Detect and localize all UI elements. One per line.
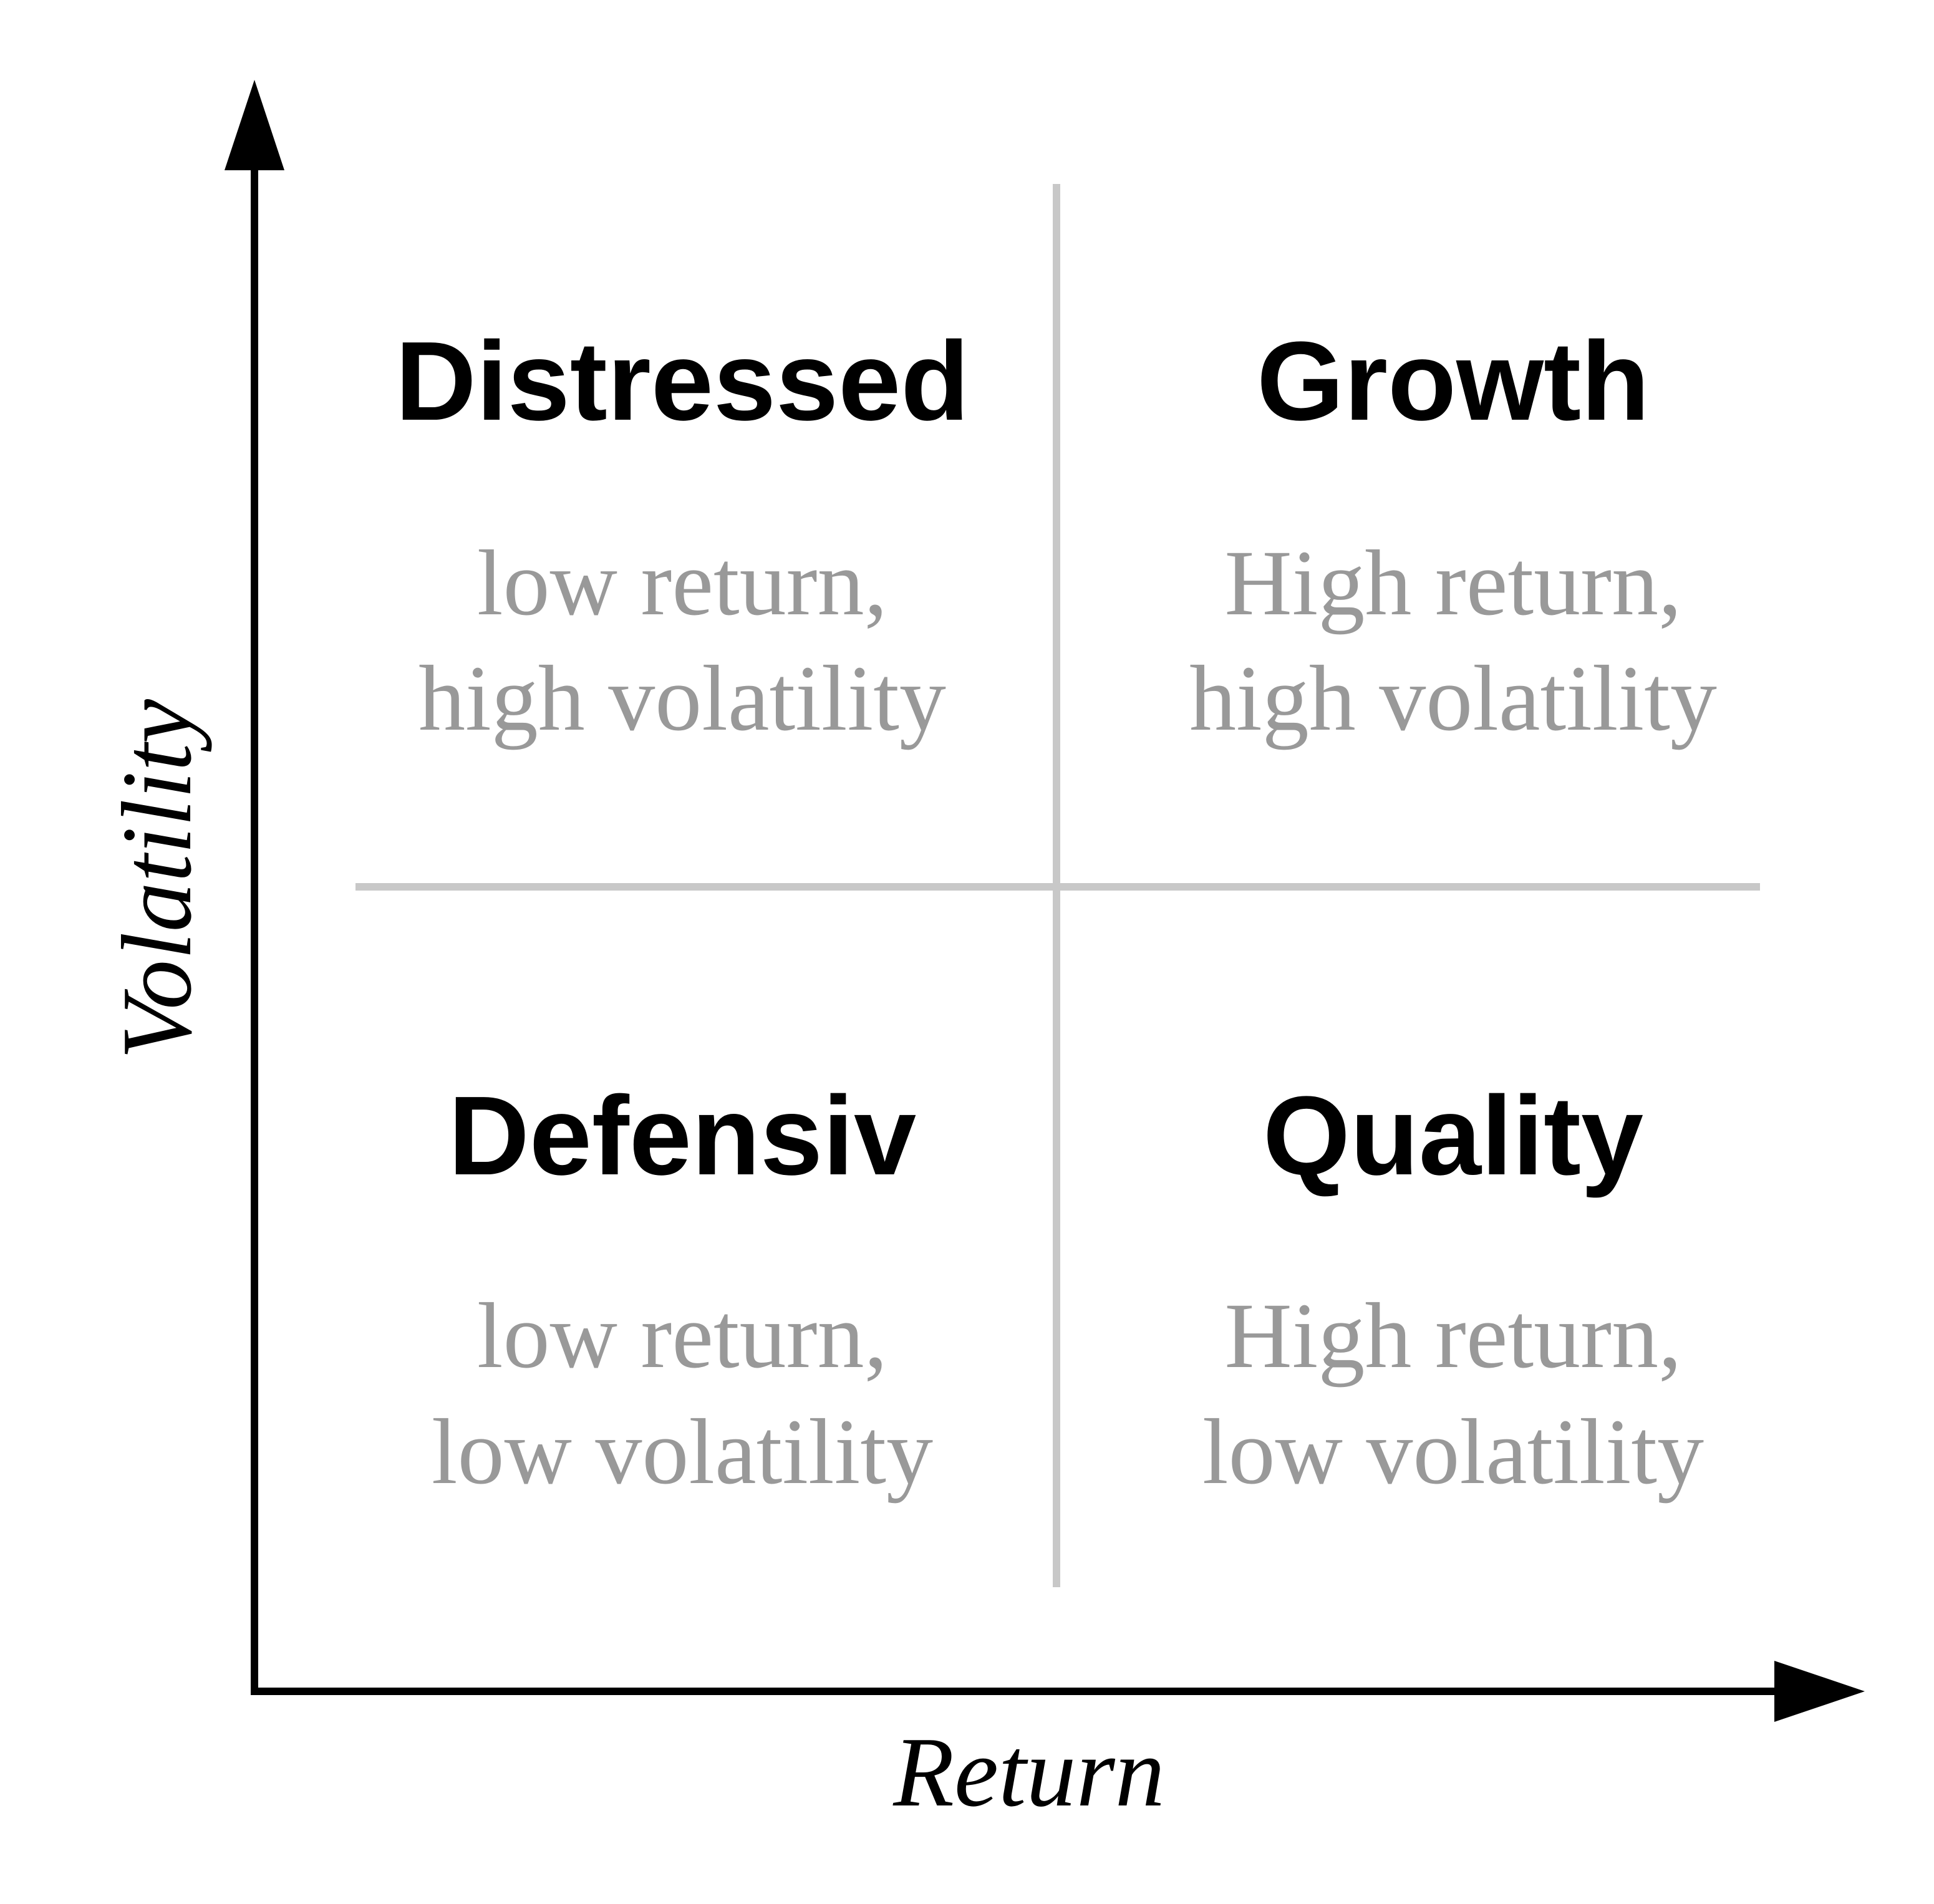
x-axis-arrowhead (1774, 1661, 1865, 1722)
y-axis-label: Volatility (101, 698, 212, 1060)
quadrant-title-top-left: Distressed (395, 319, 969, 444)
quadrant-title-bottom-left: Defensiv (448, 1073, 916, 1199)
quadrant-desc-top-right-line1: High return, (1224, 531, 1681, 635)
quadrant-desc-top-right-line2: high volatility (1189, 647, 1717, 750)
quadrant-desc-bottom-right-line2: low volatility (1202, 1400, 1704, 1504)
quadrant-title-bottom-right: Quality (1263, 1073, 1643, 1199)
quadrant-desc-top-left-line2: high volatility (418, 647, 946, 750)
quadrant-desc-bottom-right-line1: High return, (1224, 1284, 1681, 1388)
quadrant-desc-top-left-line1: low return, (477, 531, 887, 635)
y-axis-arrowhead (225, 80, 284, 170)
x-axis-label: Return (892, 1716, 1164, 1827)
quadrant-desc-bottom-left-line1: low return, (477, 1284, 887, 1388)
quadrant-desc-bottom-left-line2: low volatility (432, 1400, 933, 1504)
quadrant-title-top-right: Growth (1257, 319, 1650, 444)
